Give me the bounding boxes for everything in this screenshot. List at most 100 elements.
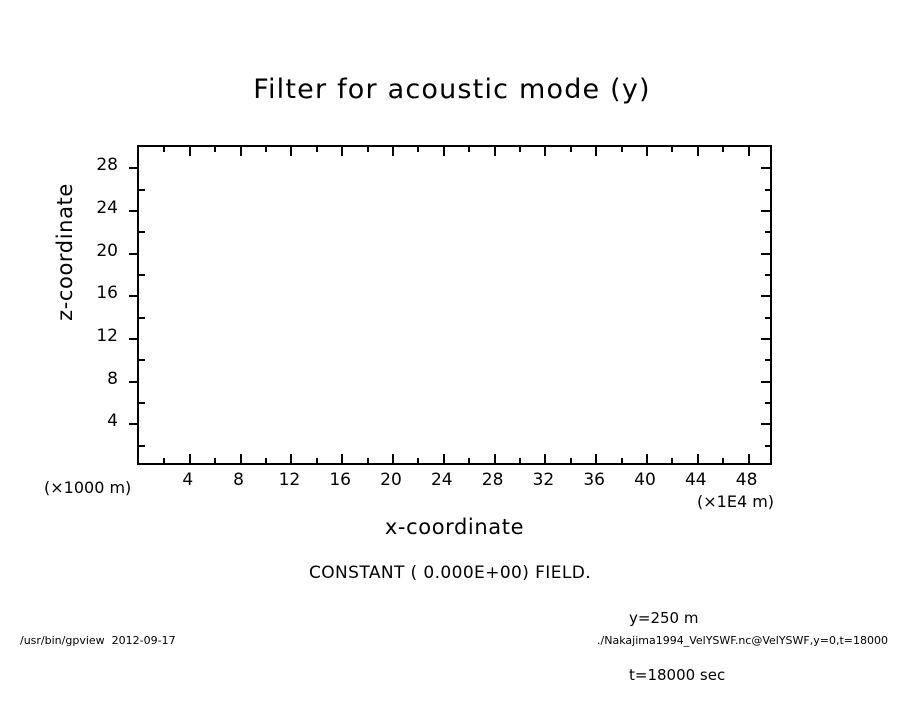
tick-mark-top-minor bbox=[468, 147, 471, 152]
tick-mark-right-major bbox=[761, 338, 770, 340]
y-axis-unit-label: (×1000 m) bbox=[44, 478, 132, 497]
tick-mark-left-major bbox=[129, 423, 139, 426]
y-axis-tick-label: 28 bbox=[96, 155, 118, 176]
tick-mark-right-major bbox=[761, 167, 770, 170]
x-axis-tick-label: 48 bbox=[735, 470, 758, 490]
tick-mark-bottom-major bbox=[595, 454, 598, 463]
tick-mark-left-minor bbox=[139, 316, 145, 319]
tick-mark-right-major bbox=[761, 252, 770, 255]
tick-mark-bottom-minor bbox=[417, 458, 420, 463]
x-axis-tick-label: 44 bbox=[684, 470, 707, 490]
tick-mark-top-major bbox=[696, 147, 699, 156]
tick-mark-right-major bbox=[761, 380, 770, 383]
tick-mark-top-minor bbox=[214, 147, 217, 152]
tick-mark-bottom-major bbox=[696, 454, 699, 463]
tick-mark-top-major bbox=[595, 147, 598, 156]
tick-mark-right-major bbox=[761, 423, 770, 426]
slice-t-value: t=18000 sec bbox=[629, 666, 726, 684]
tick-mark-top-minor bbox=[620, 147, 623, 152]
slice-y-value: y=250 m bbox=[629, 609, 699, 627]
tick-mark-right-major bbox=[761, 210, 770, 212]
tick-mark-bottom-major bbox=[392, 454, 394, 463]
tick-mark-left-minor bbox=[139, 402, 145, 404]
plot-area bbox=[129, 145, 772, 465]
tick-mark-left-major bbox=[129, 167, 139, 170]
tick-mark-bottom-major bbox=[544, 454, 547, 463]
tick-mark-top-major bbox=[290, 147, 293, 156]
tick-mark-bottom-major bbox=[442, 454, 445, 463]
tick-mark-top-minor bbox=[366, 147, 369, 152]
x-axis-tick-label: 20 bbox=[380, 470, 402, 490]
tick-mark-top-minor bbox=[569, 147, 572, 152]
tick-mark-left-minor bbox=[139, 274, 145, 276]
tick-mark-top-minor bbox=[163, 147, 166, 152]
tick-mark-left-minor bbox=[139, 231, 145, 234]
x-axis-tick-label: 24 bbox=[430, 470, 453, 490]
tick-mark-bottom-minor bbox=[214, 458, 217, 463]
tick-mark-bottom-minor bbox=[519, 458, 521, 463]
x-axis-tick-label: 16 bbox=[329, 470, 351, 490]
tick-mark-top-major bbox=[341, 147, 344, 156]
x-axis-tick-label: 40 bbox=[634, 470, 656, 490]
x-axis-title: x-coordinate bbox=[384, 515, 525, 539]
tick-mark-bottom-minor bbox=[620, 458, 623, 463]
tick-mark-left-major bbox=[129, 210, 139, 212]
x-axis-tick-label: 32 bbox=[532, 470, 555, 490]
tick-mark-bottom-major bbox=[290, 454, 293, 463]
tick-mark-left-minor bbox=[139, 359, 145, 362]
tick-mark-bottom-major bbox=[646, 454, 648, 463]
tick-mark-top-minor bbox=[519, 147, 521, 152]
footer-datasource: ./Nakajima1994_VelYSWF.nc@VelYSWF,y=0,t=… bbox=[597, 634, 888, 647]
tick-mark-bottom-major bbox=[239, 454, 242, 463]
y-axis-tick-label: 16 bbox=[96, 283, 118, 304]
tick-mark-bottom-major bbox=[341, 454, 344, 463]
x-axis-tick-label: 12 bbox=[278, 470, 301, 490]
tick-mark-right-minor bbox=[765, 444, 770, 447]
tick-mark-right-major bbox=[761, 295, 770, 298]
tick-mark-right-minor bbox=[765, 359, 770, 362]
tick-mark-top-minor bbox=[722, 147, 725, 152]
tick-mark-top-minor bbox=[671, 147, 674, 152]
footer-command-and-date: /usr/bin/gpview 2012-09-17 bbox=[20, 634, 176, 647]
tick-mark-bottom-minor bbox=[366, 458, 369, 463]
x-axis-tick-label: 28 bbox=[481, 470, 504, 490]
tick-mark-top-major bbox=[188, 147, 191, 156]
tick-mark-bottom-major bbox=[747, 454, 750, 463]
tick-mark-top-minor bbox=[417, 147, 420, 152]
y-axis-tick-label: 12 bbox=[96, 326, 118, 346]
y-axis-tick-label: 20 bbox=[96, 240, 118, 261]
tick-mark-top-major bbox=[442, 147, 445, 156]
tick-mark-bottom-minor bbox=[265, 458, 267, 463]
page-title: Filter for acoustic mode (y) bbox=[253, 74, 651, 105]
y-axis-tick-label: 4 bbox=[107, 411, 118, 432]
tick-mark-top-major bbox=[544, 147, 547, 156]
x-axis-tick-label: 8 bbox=[233, 470, 244, 490]
tick-mark-left-major bbox=[129, 380, 139, 383]
tick-mark-right-minor bbox=[765, 274, 770, 276]
x-axis-tick-label: 4 bbox=[182, 470, 194, 490]
tick-mark-right-minor bbox=[765, 231, 770, 234]
tick-mark-left-major bbox=[129, 338, 139, 340]
tick-mark-top-major bbox=[646, 147, 648, 156]
tick-mark-bottom-minor bbox=[468, 458, 471, 463]
tick-mark-bottom-major bbox=[188, 454, 191, 463]
x-axis-unit-label: (×1E4 m) bbox=[697, 492, 775, 511]
tick-mark-top-minor bbox=[315, 147, 318, 152]
tick-mark-bottom-major bbox=[493, 454, 496, 463]
tick-mark-left-minor bbox=[139, 444, 145, 447]
tick-mark-bottom-minor bbox=[315, 458, 318, 463]
x-axis-tick-label: 36 bbox=[583, 470, 605, 490]
y-axis-tick-label: 24 bbox=[96, 198, 118, 218]
tick-mark-top-major bbox=[747, 147, 750, 156]
constant-field-note: CONSTANT ( 0.000E+00) FIELD. bbox=[309, 563, 592, 583]
tick-mark-top-major bbox=[493, 147, 496, 156]
tick-mark-bottom-minor bbox=[671, 458, 674, 463]
tick-mark-bottom-minor bbox=[569, 458, 572, 463]
tick-mark-left-minor bbox=[139, 188, 145, 191]
tick-mark-left-major bbox=[129, 252, 139, 255]
tick-mark-right-minor bbox=[765, 188, 770, 191]
tick-mark-left-major bbox=[129, 295, 139, 298]
tick-mark-right-minor bbox=[765, 402, 770, 404]
tick-mark-right-minor bbox=[765, 316, 770, 319]
tick-mark-top-minor bbox=[265, 147, 267, 152]
